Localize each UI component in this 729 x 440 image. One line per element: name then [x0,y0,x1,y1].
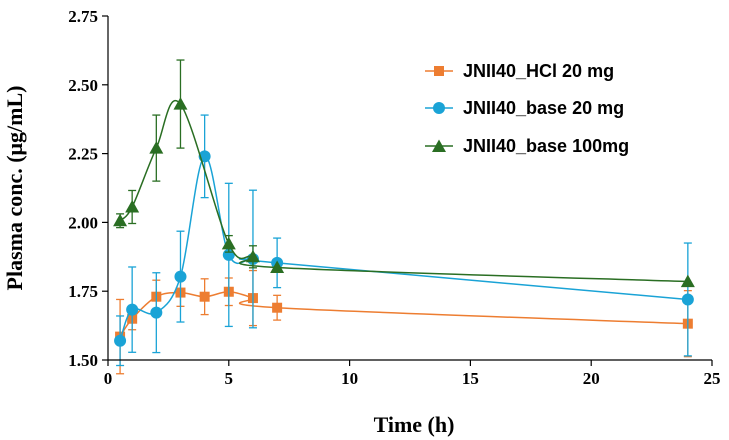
data-point-circle [681,293,694,306]
y-axis-ticks: 1.50 1.75 2.00 2.25 2.50 2.75 [68,7,108,370]
data-point-triangle [270,260,285,274]
legend-label: JNII40_HCl 20 mg [463,61,614,81]
legend-item-base-20mg: JNII40_base 20 mg [425,98,624,118]
data-point-triangle [149,141,164,154]
legend-triangle-marker [432,139,446,152]
data-point-triangle [113,213,128,227]
legend-item-hcl-20mg: JNII40_HCl 20 mg [425,61,614,81]
y-tick-label: 1.75 [68,282,98,301]
legend-circle-marker [433,102,445,114]
y-tick-label: 2.75 [68,7,98,26]
legend-label: JNII40_base 100mg [463,136,629,156]
data-point-square [199,291,210,302]
y-axis-title: Plasma conc. (μg/mL) [2,86,27,291]
data-point-triangle [680,274,695,288]
data-point-triangle [245,249,260,263]
series-triangle [113,59,695,288]
legend: JNII40_HCl 20 mg JNII40_base 20 mg JNII4… [425,61,629,156]
y-tick-label: 1.50 [68,351,98,370]
x-tick-label: 0 [104,369,113,388]
series-square [115,269,693,375]
x-tick-label: 10 [341,369,358,388]
legend-square-marker [434,66,444,76]
x-tick-label: 20 [583,369,600,388]
data-point-triangle [221,236,236,250]
x-tick-label: 15 [462,369,479,388]
x-axis-title: Time (h) [374,412,455,437]
data-point-circle [174,270,187,283]
x-tick-label: 25 [704,369,721,388]
y-tick-label: 2.25 [68,145,98,164]
x-tick-label: 5 [225,369,234,388]
legend-label: JNII40_base 20 mg [463,98,624,118]
data-point-triangle [173,97,188,110]
data-point-circle [150,306,163,319]
y-tick-label: 2.50 [68,76,98,95]
data-point-circle [114,334,127,347]
plot-area [113,59,695,375]
y-tick-label: 2.00 [68,213,98,232]
data-point-circle [126,303,139,316]
x-axis-ticks: 0 5 10 15 20 25 [104,360,721,388]
data-point-triangle [125,199,140,213]
legend-item-base-100mg: JNII40_base 100mg [425,136,629,156]
data-point-square [272,302,283,313]
